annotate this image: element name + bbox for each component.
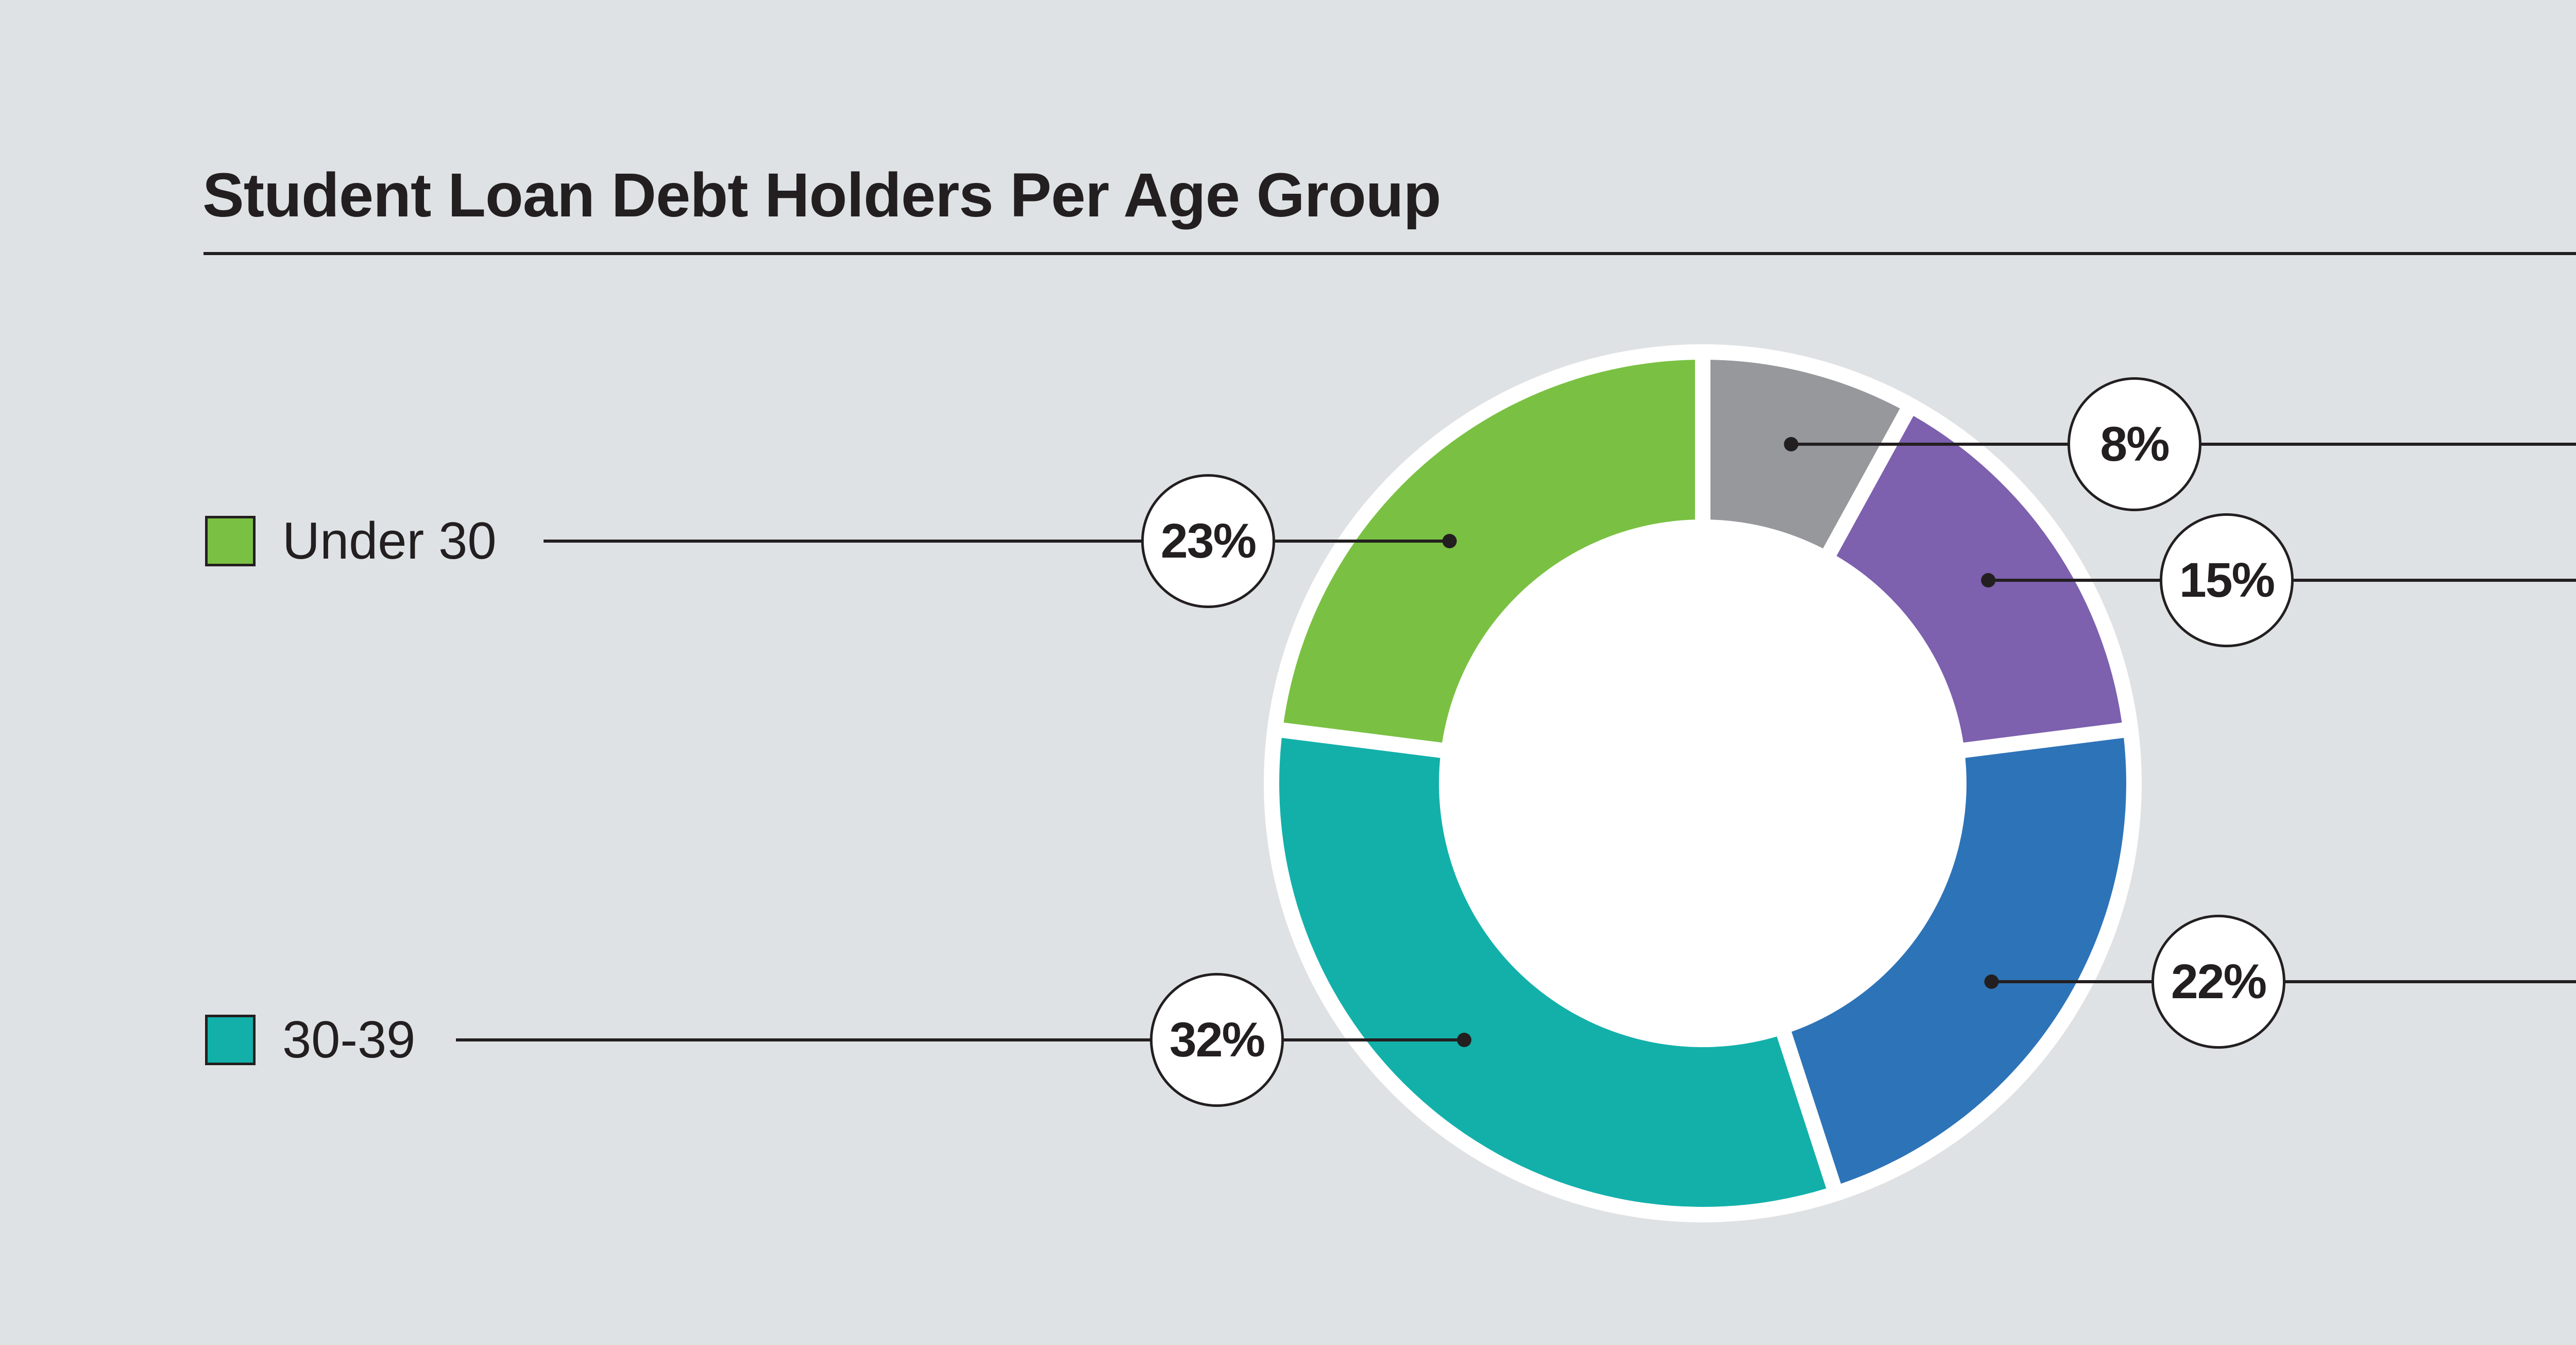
donut-segment-30-39: [1279, 737, 1826, 1207]
percent-bubble-50-59: 15%: [2160, 513, 2294, 647]
chart-title: Student Loan Debt Holders Per Age Group: [202, 160, 1442, 230]
percent-bubble-label: 32%: [1169, 1012, 1265, 1067]
legend-item-under-30: Under 30: [205, 515, 497, 567]
percent-bubble-label: 8%: [2100, 416, 2170, 472]
donut-segment-60-: [1710, 360, 1900, 549]
percent-bubble-40-49: 22%: [2151, 915, 2285, 1049]
percent-bubble-label: 15%: [2179, 552, 2275, 608]
percent-bubble-under-30: 23%: [1141, 474, 1275, 608]
legend-swatch-under-30: [205, 516, 256, 566]
percent-bubble-label: 23%: [1160, 513, 1257, 568]
callout-dot: [1784, 437, 1799, 451]
legend-label: Under 30: [282, 512, 497, 570]
legend-item-30-39: 30-39: [205, 1014, 415, 1066]
title-divider: [204, 252, 2576, 255]
donut-segment-40-49: [1791, 737, 2126, 1184]
percent-bubble-label: 22%: [2171, 954, 2267, 1009]
percent-bubble-30-39: 32%: [1150, 973, 1284, 1107]
donut-segment-50-59: [1836, 416, 2122, 743]
legend-swatch-30-39: [205, 1015, 256, 1065]
legend-label: 30-39: [282, 1011, 416, 1069]
donut-segment-under-30: [1283, 360, 1695, 743]
callout-dot: [1442, 534, 1457, 548]
callout-dot: [1456, 1033, 1471, 1047]
callout-dot: [1984, 974, 1999, 989]
callout-dot: [1981, 573, 1996, 587]
percent-bubble-60-plus: 8%: [2067, 377, 2201, 511]
